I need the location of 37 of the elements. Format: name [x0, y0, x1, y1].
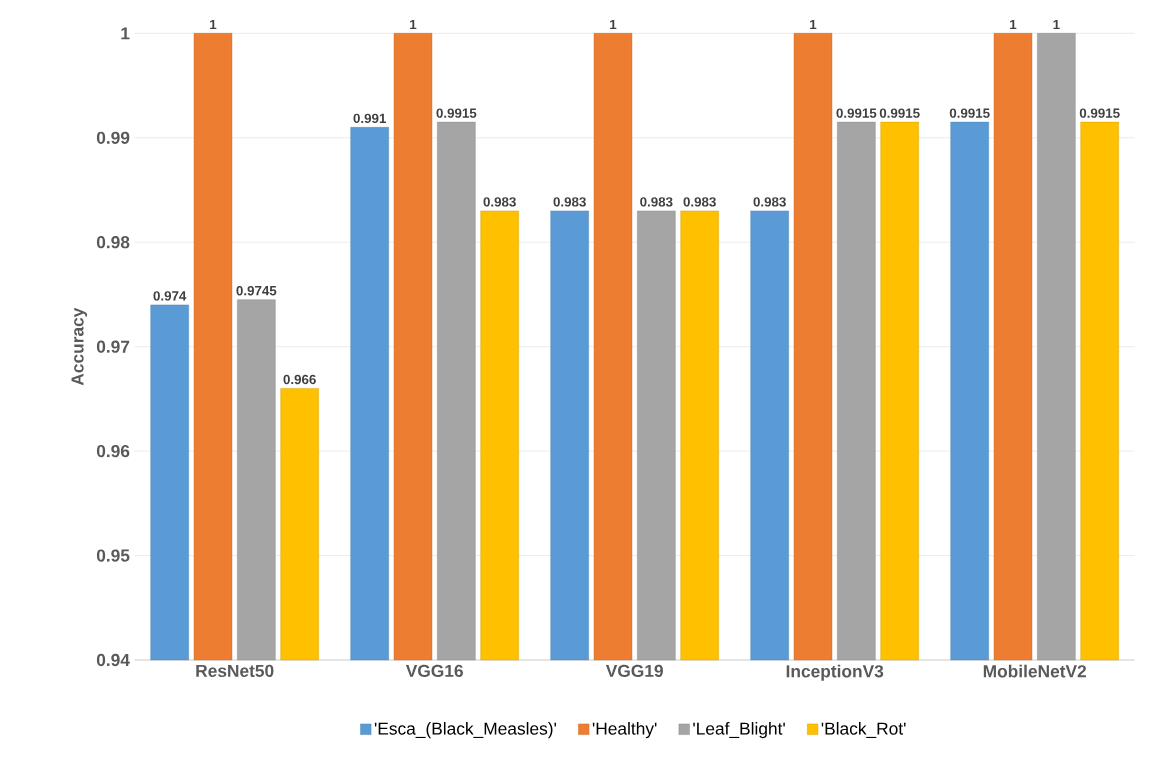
- y-tick-label: 0.95: [96, 549, 130, 562]
- data-label: 0.9745: [236, 285, 277, 296]
- data-label: 1: [610, 19, 617, 30]
- legend-label: 'Black_Rot': [821, 721, 906, 739]
- data-label: 0.9915: [949, 108, 990, 118]
- y-tick-label: 1: [121, 27, 130, 40]
- data-label: 1: [1053, 19, 1060, 30]
- y-tick-label: 0.96: [96, 444, 130, 458]
- data-label: 0.974: [153, 291, 187, 301]
- data-label: 1: [210, 19, 217, 30]
- data-label: 0.983: [553, 197, 586, 207]
- x-tick-label: VGG19: [605, 664, 663, 677]
- data-label: 0.991: [353, 113, 386, 124]
- x-tick-label: MobileNetV2: [983, 664, 1086, 678]
- data-label: 0.983: [483, 197, 516, 207]
- data-label: 0.9915: [436, 108, 477, 118]
- data-label: 0.983: [683, 197, 716, 207]
- data-label: 0.966: [283, 374, 316, 385]
- data-label: 0.9915: [836, 108, 877, 118]
- x-tick-label: InceptionV3: [786, 664, 884, 681]
- data-label: 1: [410, 19, 417, 30]
- y-axis-title: Accuracy: [71, 307, 88, 386]
- data-label: 0.983: [753, 197, 786, 207]
- legend-label: 'Leaf_Blight': [693, 721, 785, 739]
- data-label: 0.983: [640, 197, 673, 207]
- data-label: 0.9915: [879, 108, 920, 118]
- legend-label: 'Esca_(Black_Measles)': [374, 721, 556, 739]
- data-label: 0.9915: [1079, 108, 1120, 118]
- x-tick-label: ResNet50: [196, 664, 274, 677]
- y-tick-label: 0.94: [96, 653, 130, 667]
- y-tick-label: 0.98: [96, 236, 130, 249]
- legend-label: 'Healthy': [592, 721, 657, 739]
- x-tick-label: VGG16: [405, 664, 463, 677]
- data-label: 1: [1010, 19, 1017, 30]
- y-tick-label: 0.99: [96, 131, 130, 144]
- y-tick-label: 0.97: [96, 340, 130, 353]
- data-label: 1: [810, 19, 817, 30]
